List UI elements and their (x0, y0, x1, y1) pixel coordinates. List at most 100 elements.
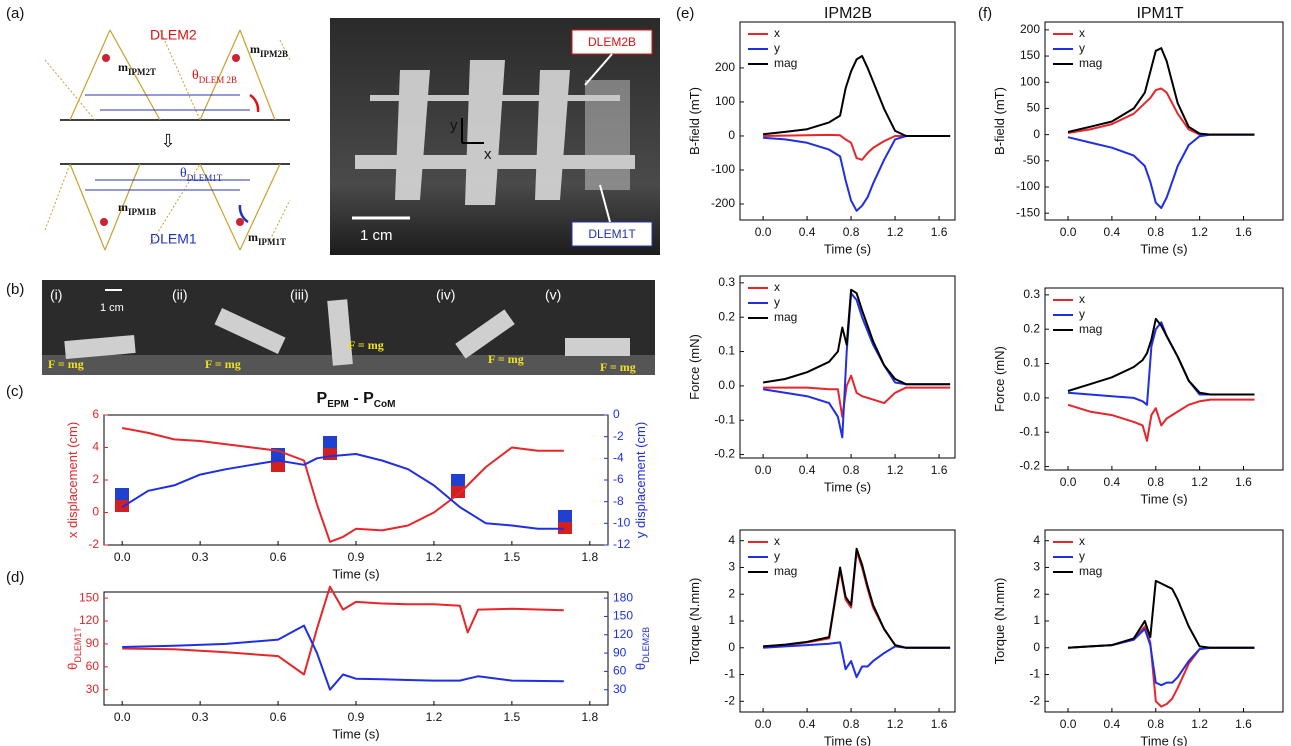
y-tick-label: 100 (1020, 74, 1040, 88)
x-tick-label: 0.6 (270, 550, 287, 564)
y-tick-label: 150 (79, 590, 99, 604)
angle-arc (238, 204, 249, 224)
y-tick-label: 6 (92, 407, 99, 421)
y-tick-label: 0 (1033, 640, 1040, 654)
frame-label: (iii) (290, 287, 309, 303)
y2-tick-label: -6 (613, 472, 624, 486)
series-line (122, 585, 564, 676)
legend-label: mag (1079, 56, 1102, 70)
callout-box (571, 221, 653, 247)
y-axis-label-text: B-field (mT) (687, 87, 702, 155)
legend-label: y (1079, 307, 1085, 321)
series-line (763, 133, 951, 161)
x-tick-label: 0.9 (348, 710, 365, 724)
series-line (1067, 579, 1255, 649)
x-tick-label: 0.8 (1147, 717, 1164, 731)
y-tick-label: -2 (1029, 693, 1040, 707)
x-tick-label: 1.6 (931, 717, 948, 731)
y-axis-label: θDLEM1T (65, 627, 83, 670)
legend-label: mag (774, 564, 797, 578)
x-tick-label: 0.6 (270, 710, 287, 724)
label: DLEM2 (150, 27, 197, 43)
series-line (762, 55, 951, 137)
x-tick-label: 0.3 (192, 550, 209, 564)
plot-frame (739, 529, 956, 713)
column-title: IPM2B (824, 5, 872, 22)
y-tick-label: 0.3 (718, 275, 735, 289)
y-tick-label: 4 (1033, 533, 1040, 547)
callout-arrow (599, 184, 611, 223)
y-tick-label: -100 (1016, 179, 1040, 193)
frame-label: (iv) (436, 287, 455, 303)
x-tick-label: 0.0 (1060, 717, 1077, 731)
y2-tick-label: 90 (613, 645, 627, 659)
series-line (763, 135, 951, 212)
force-label: F = mg (600, 360, 636, 374)
legend-label: y (774, 549, 780, 563)
y-tick-label: 1 (1033, 613, 1040, 627)
force-label: F = mg (488, 352, 524, 366)
y2-axis-label: θDLEM2B (633, 627, 651, 670)
x-tick-label: 1.5 (504, 710, 521, 724)
series-line (1067, 398, 1255, 442)
y-axis-label-text: B-field (mT) (992, 87, 1007, 155)
magnet (102, 54, 110, 62)
frame-label: (i) (50, 287, 62, 303)
y-axis-label: Force (mN) (687, 334, 702, 400)
x-tick-label: 1.2 (1191, 225, 1208, 239)
series-line (1067, 133, 1255, 209)
panel-label: (a) (6, 5, 24, 22)
force-label: F = mg (348, 338, 384, 352)
x-tick-label: 0.8 (843, 225, 860, 239)
y-tick-label: -1 (724, 667, 735, 681)
legend-label: mag (1079, 564, 1102, 578)
y-axis-label: Torque (N.mm) (992, 578, 1007, 665)
series-line (1067, 87, 1255, 136)
x-tick-label: 1.8 (581, 550, 598, 564)
y-axis-label: B-field (mT) (992, 87, 1007, 155)
series-line (1067, 628, 1255, 687)
y2-tick-label: -10 (613, 516, 631, 530)
x-tick-label: 0.8 (843, 717, 860, 731)
frame-label: (ii) (172, 287, 188, 303)
x-tick-label: 0.3 (192, 710, 209, 724)
title-part: EPM (327, 399, 349, 410)
x-tick-label: 0.8 (1147, 475, 1164, 489)
series-line (762, 288, 951, 386)
x-axis-label: Time (s) (332, 566, 379, 581)
y-tick-label: -50 (1023, 153, 1041, 167)
moment-label: mIPM2T (118, 60, 156, 77)
y-axis-label: Force (mN) (992, 346, 1007, 412)
y-axis-label-sub: DLEM1T (73, 627, 83, 663)
y-tick-label: 0 (728, 640, 735, 654)
x-tick-label: 0.4 (799, 717, 816, 731)
legend-label: x (1079, 26, 1085, 40)
y2-tick-label: -12 (613, 537, 631, 551)
legend-label: y (1079, 41, 1085, 55)
arrow: ⇩ (160, 131, 175, 151)
x-tick-label: 1.2 (887, 463, 904, 477)
magnet (232, 54, 240, 62)
y-tick-label: -0.2 (1019, 459, 1040, 473)
x-tick-label: 1.6 (1235, 475, 1252, 489)
y2-axis-label-sub: DLEM2B (641, 627, 651, 663)
x-axis-label: Time (s) (824, 479, 871, 494)
x-tick-label: 0.0 (1060, 225, 1077, 239)
series-line (763, 374, 951, 418)
chart-title: PEPM - PCoM (317, 390, 396, 410)
y-tick-label: 100 (715, 94, 735, 108)
x-tick-label: 1.2 (887, 225, 904, 239)
x-tick-label: 1.6 (931, 225, 948, 239)
y-tick-label: 4 (92, 440, 99, 454)
y-tick-label: 60 (86, 659, 100, 673)
moment-label: mIPM2B (250, 42, 288, 59)
blue-links (85, 94, 250, 191)
x-tick-label: 1.6 (1235, 717, 1252, 731)
x-tick-label: 0.8 (1147, 225, 1164, 239)
x-axis-label: Time (s) (1140, 241, 1187, 256)
y2-axis-label-text: y displacement (cm) (633, 422, 648, 538)
legend-label: mag (1079, 322, 1102, 336)
y2-tick-label: -4 (613, 451, 624, 465)
y-tick-label: 2 (728, 586, 735, 600)
legend-label: x (1079, 292, 1085, 306)
